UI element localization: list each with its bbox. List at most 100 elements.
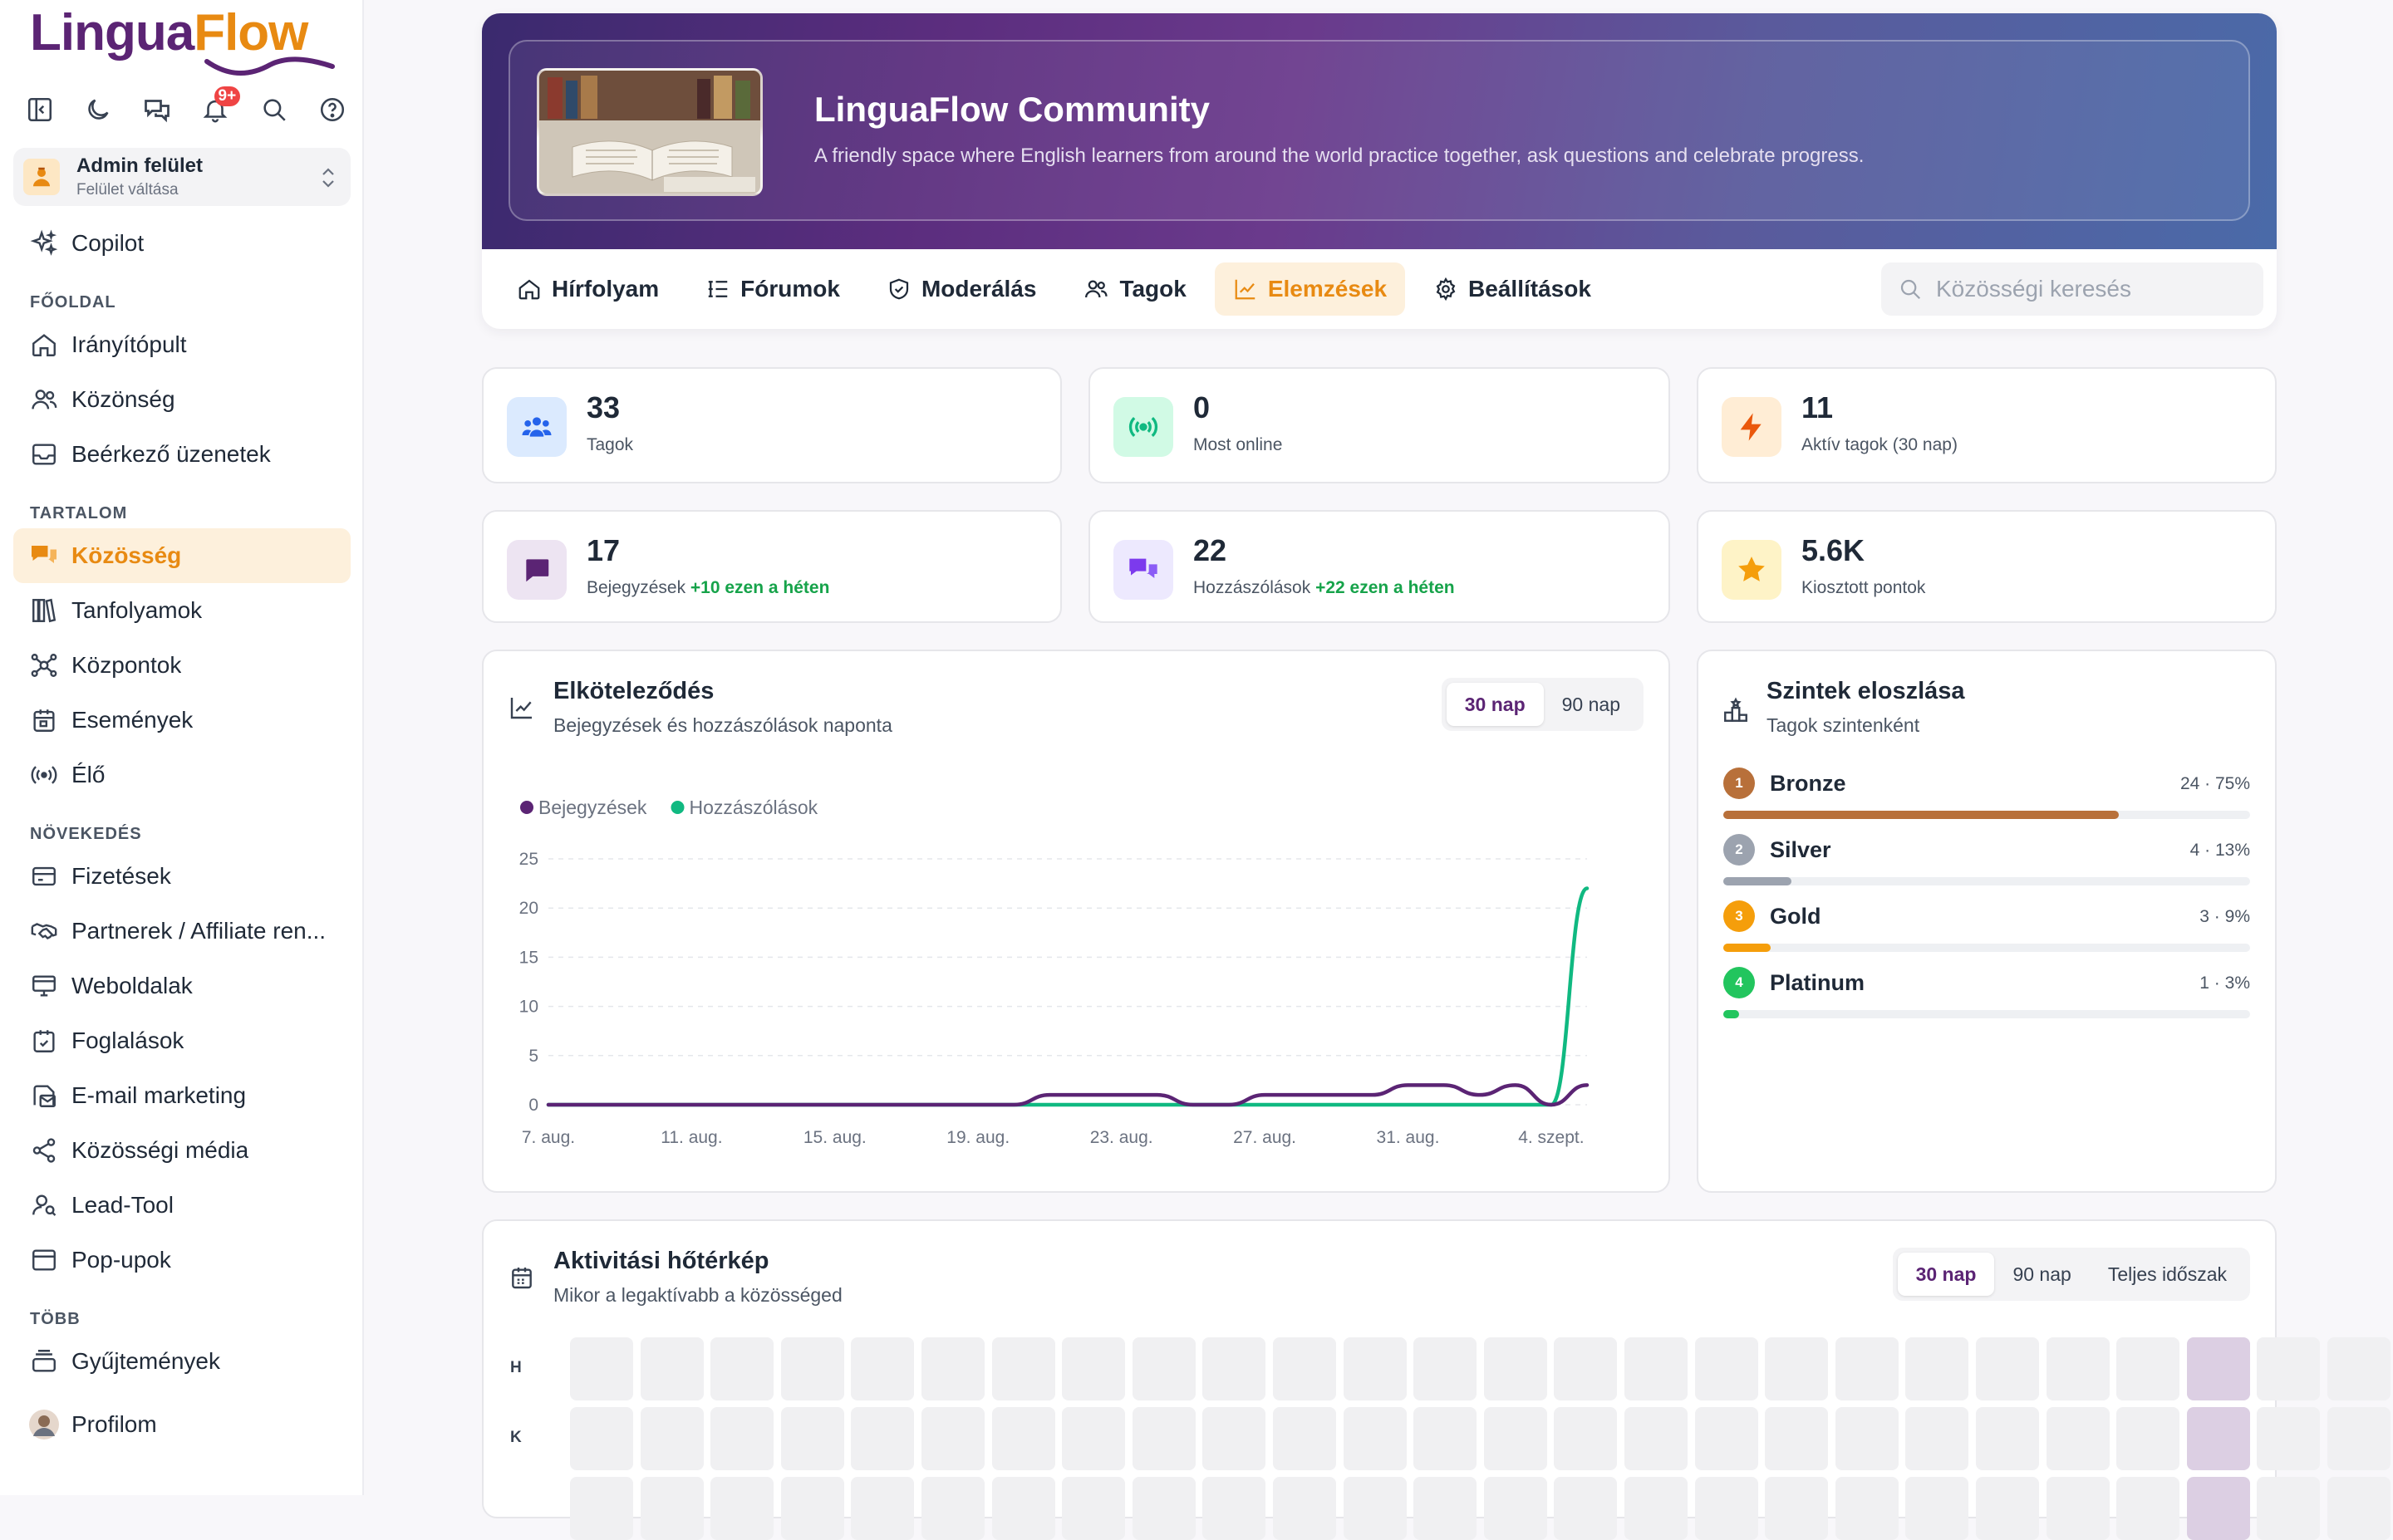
sidebar-item-copilot[interactable]: Copilot (13, 216, 351, 271)
heatmap-cell[interactable] (1835, 1477, 1899, 1540)
brand-logo[interactable]: LinguaFlow (30, 4, 308, 61)
heatmap-cell[interactable] (2327, 1477, 2391, 1540)
heatmap-cell[interactable] (780, 1407, 844, 1470)
sidebar-item-hubs[interactable]: Központok (13, 638, 351, 693)
heatmap-cell[interactable] (2327, 1407, 2391, 1470)
interface-switcher[interactable]: Admin felület Felület váltása (13, 148, 351, 206)
community-search[interactable] (1881, 262, 2263, 316)
heatmap-cell[interactable] (1483, 1477, 1547, 1540)
heatmap-cell[interactable] (1694, 1337, 1758, 1400)
heatmap-cell[interactable] (1835, 1407, 1899, 1470)
heatmap-cell[interactable] (1976, 1407, 2039, 1470)
heatmap-cell[interactable] (991, 1477, 1055, 1540)
sidebar-item-social-media[interactable]: Közösségi média (13, 1123, 351, 1178)
heatmap-cell[interactable] (710, 1477, 774, 1540)
heatmap-cell[interactable] (1132, 1407, 1196, 1470)
heatmap-cell[interactable] (1202, 1407, 1266, 1470)
heatmap-cell[interactable] (1554, 1407, 1618, 1470)
range-all-time-button[interactable]: Teljes időszak (2107, 1263, 2227, 1285)
heatmap-cell[interactable] (1062, 1337, 1126, 1400)
heatmap-cell[interactable] (1273, 1477, 1336, 1540)
heatmap-cell[interactable] (2186, 1407, 2250, 1470)
heatmap-cell[interactable] (1835, 1337, 1899, 1400)
tab-moderation[interactable]: Moderálás (868, 262, 1055, 316)
heatmap-cell[interactable] (1905, 1407, 1969, 1470)
help-icon[interactable] (316, 93, 349, 126)
tab-settings[interactable]: Beállítások (1415, 262, 1609, 316)
heatmap-cell[interactable] (1343, 1407, 1407, 1470)
notifications-bell-icon[interactable]: 9+ (199, 86, 241, 126)
sidebar-item-audience[interactable]: Közönség (13, 372, 351, 427)
heatmap-cell[interactable] (2257, 1407, 2321, 1470)
heatmap-cell[interactable] (921, 1477, 985, 1540)
heatmap-cell[interactable] (2116, 1477, 2180, 1540)
tab-analytics[interactable]: Elemzések (1214, 262, 1406, 316)
heatmap-cell[interactable] (1976, 1337, 2039, 1400)
heatmap-cell[interactable] (1483, 1407, 1547, 1470)
sidebar-item-dashboard[interactable]: Irányítópult (13, 317, 351, 372)
tab-feed[interactable]: Hírfolyam (499, 262, 677, 316)
collapse-sidebar-icon[interactable] (23, 93, 57, 126)
heatmap-cell[interactable] (640, 1407, 704, 1470)
heatmap-cell[interactable] (1413, 1407, 1477, 1470)
heatmap-cell[interactable] (991, 1407, 1055, 1470)
range-90-days-button[interactable]: 90 nap (2012, 1263, 2071, 1285)
heatmap-cell[interactable] (2186, 1337, 2250, 1400)
heatmap-cell[interactable] (570, 1337, 633, 1400)
heatmap-cell[interactable] (2046, 1477, 2110, 1540)
heatmap-cell[interactable] (851, 1337, 915, 1400)
heatmap-cell[interactable] (1062, 1477, 1126, 1540)
sidebar-item-live[interactable]: Élő (13, 748, 351, 802)
heatmap-cell[interactable] (710, 1337, 774, 1400)
heatmap-cell[interactable] (1132, 1477, 1196, 1540)
heatmap-cell[interactable] (1343, 1337, 1407, 1400)
tab-members[interactable]: Tagok (1064, 262, 1204, 316)
heatmap-cell[interactable] (851, 1477, 915, 1540)
heatmap-cell[interactable] (640, 1477, 704, 1540)
heatmap-cell[interactable] (1554, 1337, 1618, 1400)
sidebar-item-email-marketing[interactable]: E-mail marketing (13, 1068, 351, 1123)
heatmap-cell[interactable] (2046, 1407, 2110, 1470)
sidebar-item-popups[interactable]: Pop-upok (13, 1233, 351, 1287)
range-30-days-button[interactable]: 30 nap (1446, 683, 1544, 726)
heatmap-cell[interactable] (780, 1477, 844, 1540)
community-search-input[interactable] (1936, 276, 2252, 302)
heatmap-cell[interactable] (991, 1337, 1055, 1400)
heatmap-cell[interactable] (1624, 1477, 1688, 1540)
heatmap-cell[interactable] (2327, 1337, 2391, 1400)
heatmap-cell[interactable] (1483, 1337, 1547, 1400)
heatmap-cell[interactable] (1273, 1337, 1336, 1400)
heatmap-cell[interactable] (1202, 1337, 1266, 1400)
heatmap-cell[interactable] (1062, 1407, 1126, 1470)
heatmap-cell[interactable] (1624, 1337, 1688, 1400)
sidebar-item-courses[interactable]: Tanfolyamok (13, 583, 351, 638)
sidebar-item-bookings[interactable]: Foglalások (13, 1013, 351, 1068)
heatmap-cell[interactable] (1694, 1477, 1758, 1540)
heatmap-cell[interactable] (1765, 1407, 1829, 1470)
heatmap-cell[interactable] (2186, 1477, 2250, 1540)
heatmap-cell[interactable] (570, 1477, 633, 1540)
sidebar-item-profile[interactable]: Profilom (13, 1397, 351, 1452)
heatmap-cell[interactable] (570, 1407, 633, 1470)
heatmap-cell[interactable] (1765, 1337, 1829, 1400)
heatmap-cell[interactable] (1554, 1477, 1618, 1540)
range-90-days-button[interactable]: 90 nap (1561, 693, 1620, 715)
heatmap-cell[interactable] (640, 1337, 704, 1400)
heatmap-cell[interactable] (1694, 1407, 1758, 1470)
sidebar-item-websites[interactable]: Weboldalak (13, 959, 351, 1013)
sidebar-item-lead-tool[interactable]: Lead-Tool (13, 1178, 351, 1233)
heatmap-cell[interactable] (1976, 1477, 2039, 1540)
heatmap-cell[interactable] (2116, 1407, 2180, 1470)
heatmap-cell[interactable] (780, 1337, 844, 1400)
chat-icon[interactable] (140, 93, 174, 126)
heatmap-cell[interactable] (1202, 1477, 1266, 1540)
heatmap-cell[interactable] (1413, 1477, 1477, 1540)
heatmap-cell[interactable] (1273, 1407, 1336, 1470)
heatmap-cell[interactable] (921, 1337, 985, 1400)
heatmap-cell[interactable] (1905, 1337, 1969, 1400)
heatmap-cell[interactable] (1413, 1337, 1477, 1400)
tab-forums[interactable]: Fórumok (687, 262, 858, 316)
sidebar-item-collections[interactable]: Gyűjtemények (13, 1334, 351, 1389)
heatmap-cell[interactable] (1343, 1477, 1407, 1540)
heatmap-cell[interactable] (2257, 1477, 2321, 1540)
